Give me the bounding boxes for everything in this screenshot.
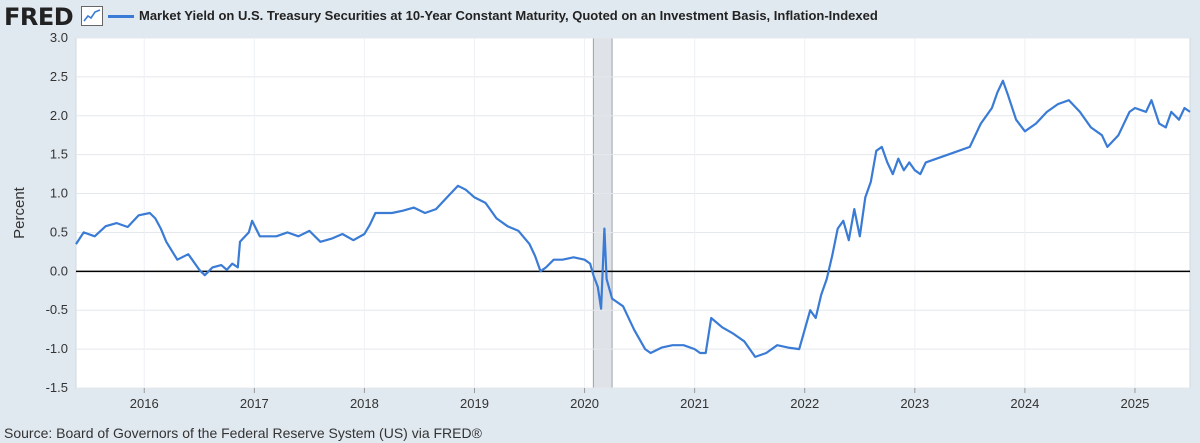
y-tick-label: 0.0 [50,263,68,278]
x-tick-label: 2018 [350,396,379,411]
x-tick-label: 2022 [790,396,819,411]
x-tick-label: 2020 [570,396,599,411]
y-tick-label: -1.0 [46,341,68,356]
x-tick-label: 2025 [1120,396,1149,411]
y-tick-label: 0.5 [50,224,68,239]
y-tick-label: -1.5 [46,380,68,395]
source-note: Source: Board of Governors of the Federa… [4,425,482,441]
x-tick-label: 2019 [460,396,489,411]
y-tick-label: 3.0 [50,30,68,45]
x-tick-label: 2023 [900,396,929,411]
fred-logo[interactable]: FRED [4,3,74,31]
y-tick-label: 2.0 [50,108,68,123]
y-axis-label: Percent [11,186,28,239]
x-tick-label: 2016 [130,396,159,411]
y-tick-label: 1.0 [50,186,68,201]
line-chart-icon [81,6,103,26]
x-tick-label: 2021 [680,396,709,411]
plot-area [75,37,1191,389]
header: FRED Market Yield on U.S. Treasury Secur… [0,0,1200,34]
x-tick-label: 2024 [1010,396,1039,411]
y-tick-label: -0.5 [46,302,68,317]
y-tick-label: 1.5 [50,147,68,162]
series-line [75,79,1191,358]
x-tick-label: 2017 [240,396,269,411]
recession-band [592,37,613,389]
legend-series-label: Market Yield on U.S. Treasury Securities… [139,8,878,23]
y-tick-label: 2.5 [50,69,68,84]
legend-swatch [108,15,134,18]
